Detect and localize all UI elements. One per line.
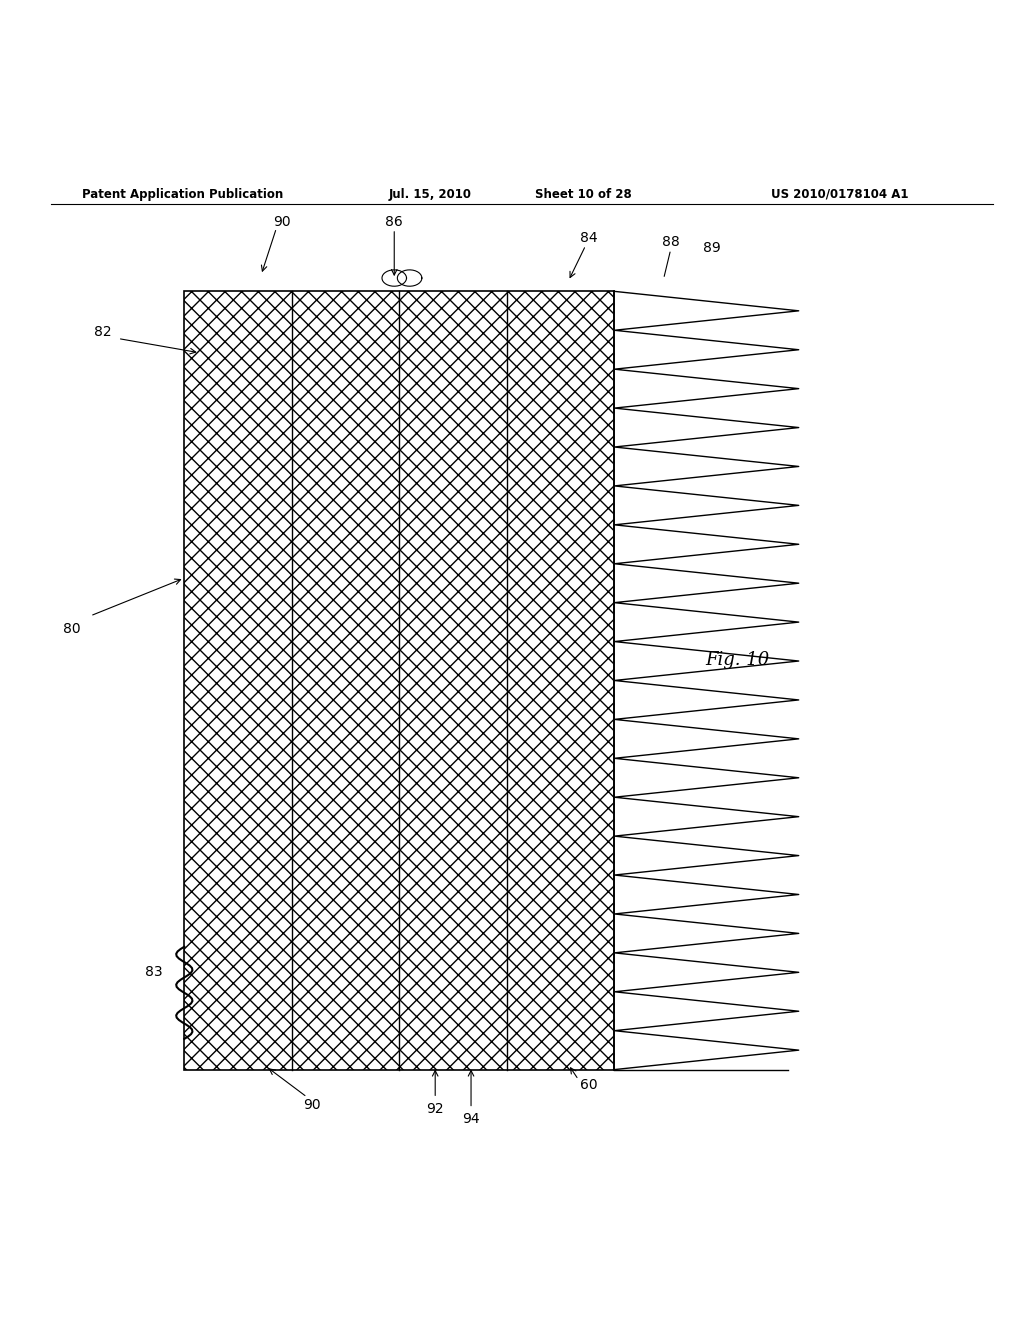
Text: 80: 80: [62, 622, 81, 636]
Text: Fig. 10: Fig. 10: [706, 651, 769, 669]
Text: 82: 82: [93, 325, 112, 339]
Bar: [184, 292, 614, 1069]
Text: US 2010/0178104 A1: US 2010/0178104 A1: [771, 187, 908, 201]
Text: 89: 89: [702, 242, 721, 255]
Text: 90: 90: [272, 215, 291, 228]
Text: Patent Application Publication: Patent Application Publication: [82, 187, 284, 201]
Bar: [184, 292, 614, 1069]
Text: 83: 83: [144, 965, 163, 979]
Text: 94: 94: [462, 1111, 480, 1126]
Text: 90: 90: [303, 1098, 322, 1113]
Text: 84: 84: [580, 231, 598, 246]
Text: 92: 92: [426, 1101, 444, 1115]
Text: 86: 86: [385, 215, 403, 228]
Text: 88: 88: [662, 235, 680, 249]
Text: 60: 60: [580, 1078, 598, 1092]
Text: Jul. 15, 2010: Jul. 15, 2010: [388, 187, 472, 201]
Text: Sheet 10 of 28: Sheet 10 of 28: [536, 187, 632, 201]
